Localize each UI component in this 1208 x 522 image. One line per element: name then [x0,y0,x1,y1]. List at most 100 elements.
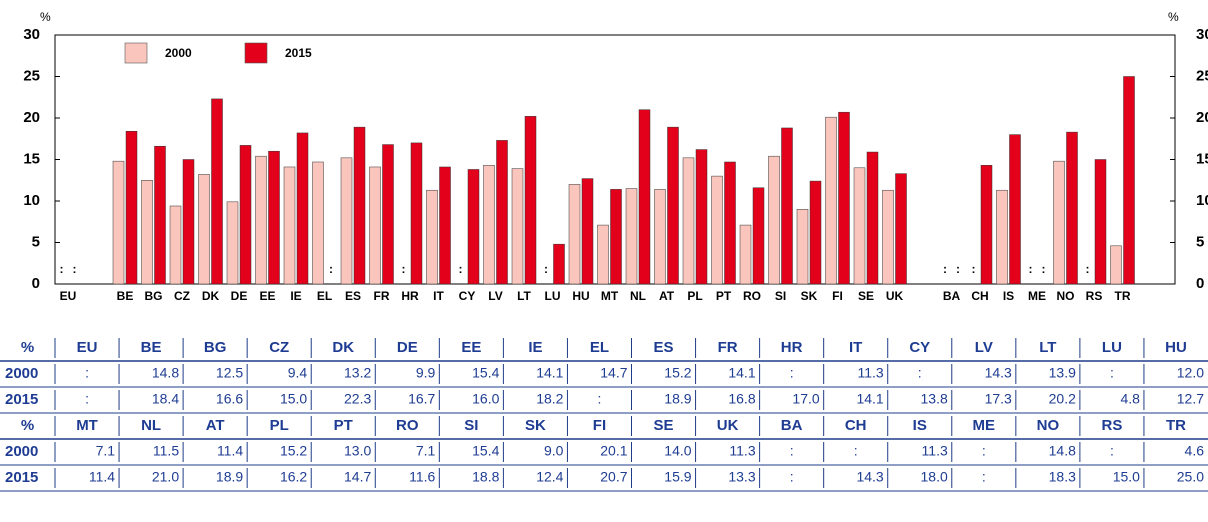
table-cell: 11.3 [729,443,755,459]
column-header: PL [270,417,289,434]
column-header: IE [528,339,542,356]
x-tick-label: RS [1086,289,1103,303]
bar [724,161,736,285]
bar [1094,159,1107,285]
x-tick-label: FR [374,289,390,303]
table-cell: 15.2 [280,443,307,459]
row-label: 2000 [5,443,38,460]
table-cell: 12.0 [1177,365,1204,381]
y-tick-label: 15 [23,150,40,167]
table-cell: 7.1 [416,443,436,459]
bar [226,201,239,285]
table-cell: 15.4 [472,365,499,381]
table-cell: : [85,391,89,407]
y2-tick-label: 15 [1196,150,1208,167]
column-header: AT [206,417,225,434]
row-label: 2015 [5,391,38,408]
column-header: EL [590,339,609,356]
missing-marker: : [1086,262,1090,276]
bar [838,111,850,285]
y2-axis-unit: % [1168,10,1179,24]
column-header: BG [204,339,227,356]
x-tick-label: BA [943,289,961,303]
bar [996,189,1008,285]
table-cell: : [85,365,89,381]
table-cell: 14.7 [600,365,627,381]
table-cell: : [1110,365,1114,381]
missing-marker: : [943,262,947,276]
bar [597,224,609,285]
table-cell: 16.2 [280,469,307,485]
x-tick-label: RO [743,289,761,303]
table-cell: 13.8 [921,391,948,407]
table-cell: 14.1 [856,391,883,407]
bar [711,175,723,285]
missing-marker: : [1029,262,1033,276]
bar [524,116,537,285]
bar [568,184,581,285]
missing-marker: : [73,262,77,276]
bar [283,166,296,285]
table-cell: 15.2 [664,365,691,381]
bar [382,144,394,285]
x-tick-label: MT [601,289,619,303]
bar [154,145,166,285]
table-cell: : [918,365,922,381]
bar [1110,245,1122,285]
table-cell: 13.3 [728,469,755,485]
bar [1066,131,1078,285]
table-cell: 13.9 [1049,365,1076,381]
bar [296,132,309,285]
table-cell: 9.9 [416,365,436,381]
table-cell: : [982,469,986,485]
bar [553,243,565,285]
table-corner: % [21,417,34,434]
table-cell: 14.0 [664,443,691,459]
bar [654,189,666,285]
y2-tick-label: 0 [1196,275,1204,292]
table-cell: : [982,443,986,459]
row-label: 2015 [5,469,38,486]
missing-marker: : [544,262,548,276]
x-tick-label: EU [60,289,77,303]
y2-tick-label: 5 [1196,233,1204,250]
y-tick-label: 0 [32,275,40,292]
table-cell: 12.7 [1177,391,1204,407]
missing-marker: : [1042,262,1046,276]
x-tick-label: HR [401,289,419,303]
bar [211,98,223,285]
column-header: PT [334,417,353,434]
bar [340,157,353,285]
bar [239,145,252,285]
table-cell: 18.3 [1049,469,1076,485]
column-header: IS [913,417,927,434]
x-tick-label: EE [259,289,275,303]
bar [112,160,125,285]
legend-swatch [124,42,148,64]
missing-marker: : [60,262,64,276]
table-cell: 18.2 [536,391,563,407]
x-tick-label: NL [630,289,646,303]
table-cell: 20.1 [600,443,627,459]
column-header: LU [1102,339,1122,356]
column-header: EE [461,339,481,356]
bar [410,142,423,285]
bar [1053,160,1065,285]
column-header: BE [141,339,162,356]
table-cell: 16.7 [408,391,435,407]
table-cell: 18.9 [216,469,243,485]
missing-marker: : [459,262,463,276]
table-cell: 14.8 [152,365,179,381]
x-tick-label: DE [231,289,248,303]
bar [1009,134,1021,285]
bar [268,150,280,285]
bar [682,157,695,285]
column-header: UK [717,417,739,434]
table-cell: 18.0 [921,469,948,485]
bar [439,166,451,285]
table-cell: 18.4 [152,391,179,407]
column-header: CZ [269,339,289,356]
table-cell: 14.8 [1049,443,1076,459]
table-cell: 20.7 [600,469,627,485]
